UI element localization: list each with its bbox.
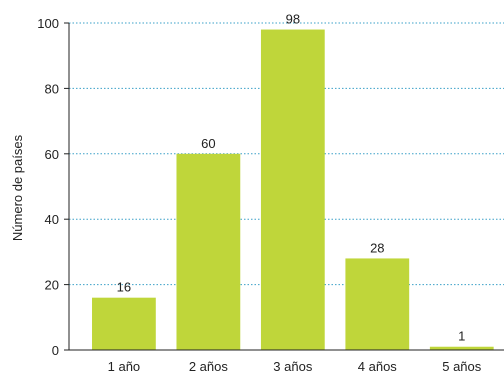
bar xyxy=(92,297,156,350)
y-tick-label: 20 xyxy=(45,278,59,293)
x-tick-label: 3 años xyxy=(273,359,313,374)
x-tick-label: 5 años xyxy=(442,359,482,374)
y-tick-label: 0 xyxy=(52,343,59,358)
data-label: 98 xyxy=(286,12,300,27)
data-label: 1 xyxy=(458,329,465,344)
data-label: 16 xyxy=(117,280,131,295)
bar xyxy=(345,258,410,350)
y-tick-label: 40 xyxy=(45,212,59,227)
x-tick-label: 4 años xyxy=(358,359,398,374)
x-tick-label: 2 años xyxy=(189,359,229,374)
data-labels: 16 60 98 28 1 xyxy=(117,12,466,344)
bar xyxy=(429,346,494,350)
bar xyxy=(260,29,325,350)
data-label: 60 xyxy=(201,136,215,151)
y-tick-label: 100 xyxy=(37,16,59,31)
bars xyxy=(92,29,494,350)
data-label: 28 xyxy=(370,240,384,255)
bar xyxy=(176,153,241,350)
x-tick-label: 1 año xyxy=(108,359,141,374)
y-tick-label: 60 xyxy=(45,147,59,162)
x-tick-labels: 1 año 2 años 3 años 4 años 5 años xyxy=(108,359,482,374)
y-tick-labels: 0 20 40 60 80 100 xyxy=(37,16,69,358)
y-tick-label: 80 xyxy=(45,81,59,96)
y-axis-label: Número de países xyxy=(10,134,25,241)
